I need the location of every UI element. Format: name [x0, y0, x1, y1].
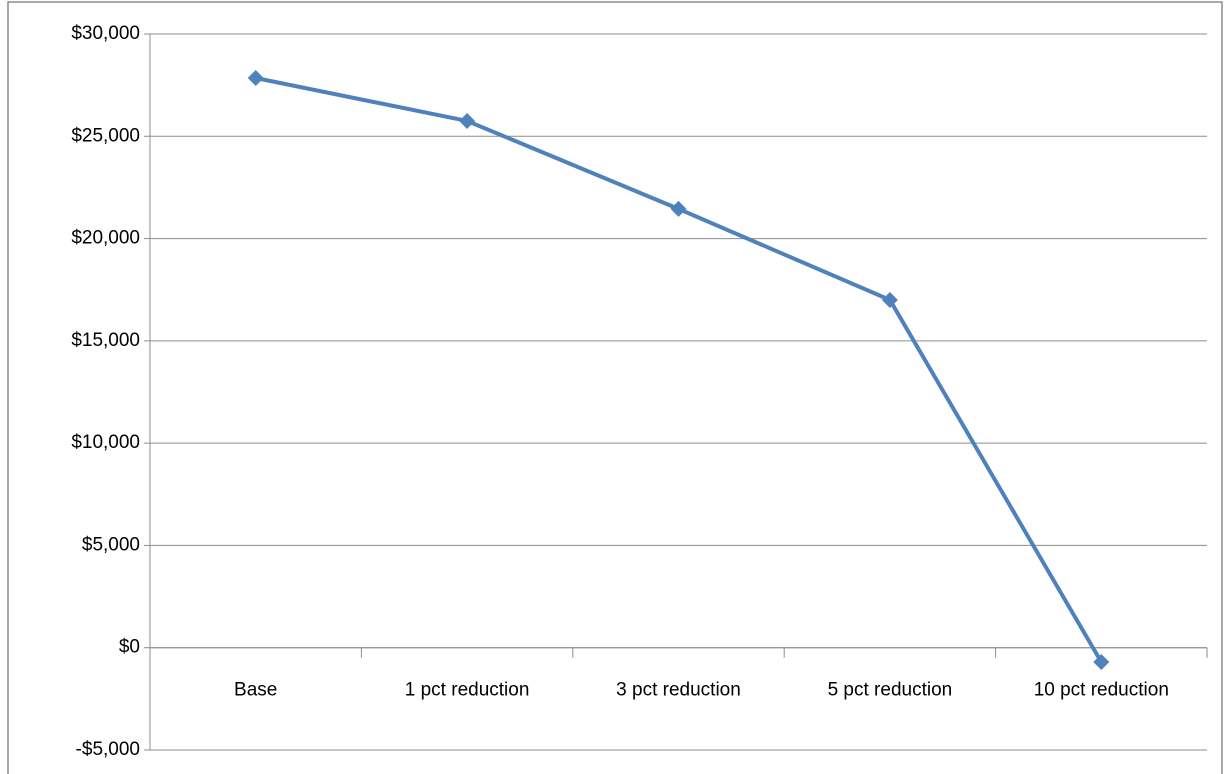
- y-tick-label: $25,000: [71, 125, 140, 146]
- data-marker: [881, 291, 898, 308]
- x-tick-label: 3 pct reduction: [616, 680, 741, 701]
- y-tick-label: $5,000: [82, 534, 140, 555]
- chart-frame: [7, 1, 1223, 774]
- data-marker: [247, 69, 264, 86]
- y-tick-label: $10,000: [71, 432, 140, 453]
- y-tick-label: $0: [119, 637, 140, 658]
- y-tick-label: $15,000: [71, 330, 140, 351]
- x-tick-label: 10 pct reduction: [1034, 680, 1169, 701]
- data-marker: [670, 200, 687, 217]
- y-tick-label: -$5,000: [76, 739, 140, 760]
- data-line: [255, 76, 1104, 664]
- x-tick-label: Base: [234, 680, 277, 701]
- x-tick-label: 1 pct reduction: [405, 680, 530, 701]
- x-tick-label: 5 pct reduction: [828, 680, 953, 701]
- data-marker: [1093, 654, 1110, 671]
- data-marker: [459, 112, 476, 129]
- y-tick-label: $30,000: [71, 23, 140, 44]
- y-tick-label: $20,000: [71, 228, 140, 249]
